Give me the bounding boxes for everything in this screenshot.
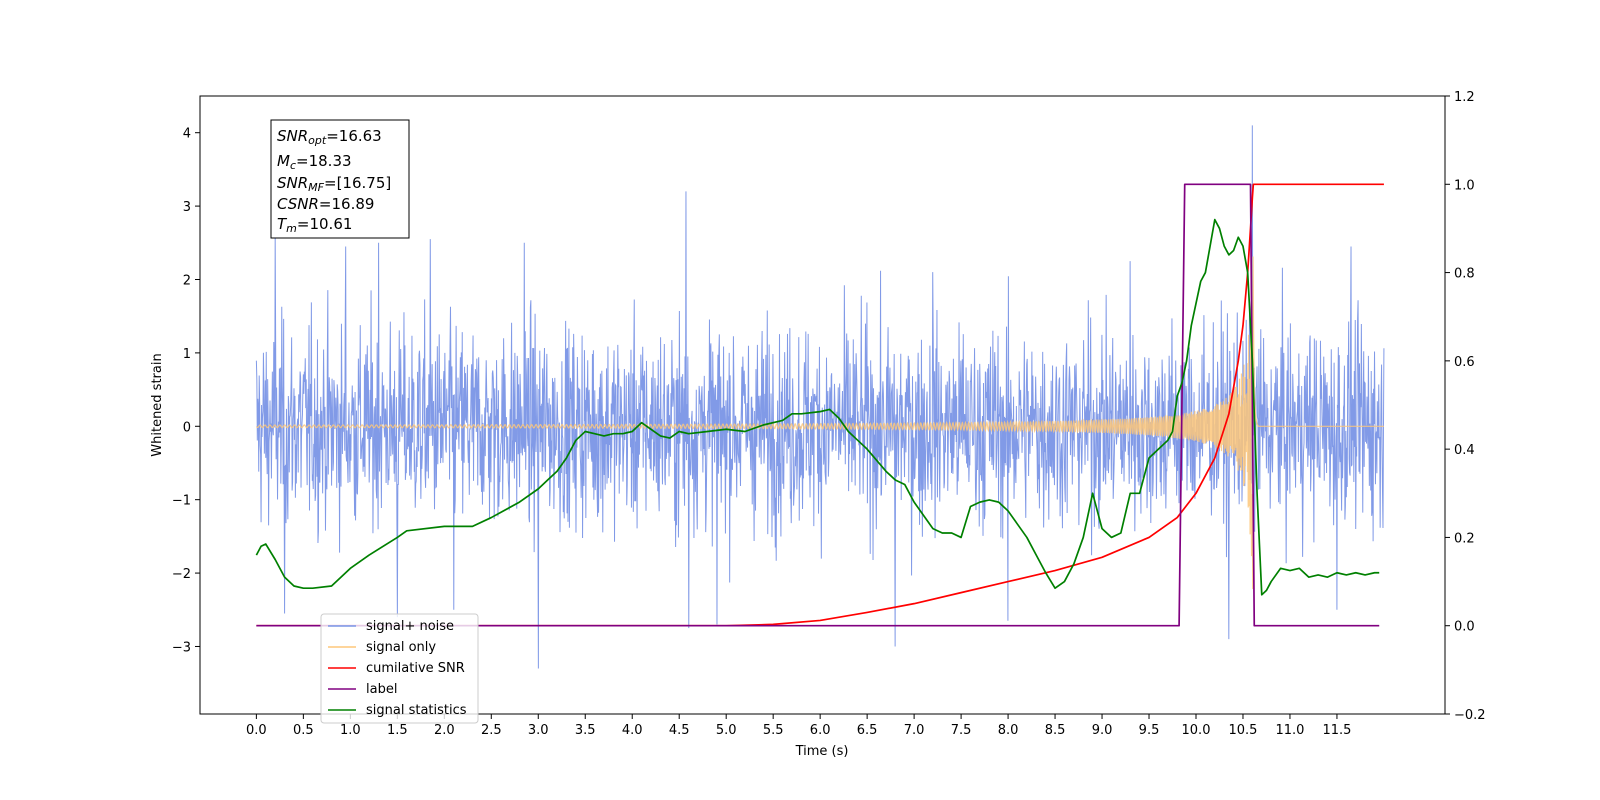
plot-frame xyxy=(199,95,1446,715)
y-right-tick-label: 0.0 xyxy=(1454,620,1475,635)
y-right-tick-label: 0.6 xyxy=(1454,355,1475,370)
x-tick-label: 9.5 xyxy=(1139,723,1160,738)
info-box: SNRopt=16.63 Mc=18.33 SNRMF=[16.75] CSNR… xyxy=(270,119,410,239)
info-snr-opt: SNRopt=16.63 xyxy=(277,127,382,147)
x-axis: 0.0 0.5 1.0 1.5 2.0 2.5 3.0 3.5 4.0 4.5 5.0 5.5 6.0 6… xyxy=(246,714,1351,738)
y-axis-label: Whitened strain xyxy=(150,353,165,456)
x-tick-label: 11.5 xyxy=(1322,723,1351,738)
series-signal-statistics xyxy=(255,218,1380,596)
y-left-tick-label: −3 xyxy=(172,640,191,655)
y-right-tick-label: 0.8 xyxy=(1454,267,1475,282)
legend-item-label: label xyxy=(328,682,397,697)
x-tick-label: 6.0 xyxy=(810,723,831,738)
y-left-tick-label: 2 xyxy=(183,273,191,288)
series-label xyxy=(256,183,1380,627)
svg-text:signal statistics: signal statistics xyxy=(366,703,467,718)
x-tick-label: 8.5 xyxy=(1045,723,1066,738)
series-cumulative-snr xyxy=(256,183,1384,627)
y-right-tick-label: 0.4 xyxy=(1454,443,1475,458)
x-tick-label: 5.0 xyxy=(716,723,737,738)
y-right-tick-label: −0.2 xyxy=(1454,708,1486,723)
legend: signal+ noise signal only cumilative SNR… xyxy=(320,613,479,724)
x-tick-label: 4.5 xyxy=(669,723,690,738)
y-left-tick-label: 1 xyxy=(183,347,191,362)
y-right-tick-label: 1.2 xyxy=(1454,90,1475,105)
x-tick-label: 9.0 xyxy=(1092,723,1113,738)
y-left-tick-label: −2 xyxy=(172,567,191,582)
info-csnr: CSNR=16.89 xyxy=(277,195,374,213)
svg-text:signal only: signal only xyxy=(366,640,436,655)
x-tick-label: 4.0 xyxy=(622,723,643,738)
x-tick-label: 1.5 xyxy=(387,723,408,738)
series-signal-only xyxy=(255,256,1384,590)
x-tick-label: 5.5 xyxy=(763,723,784,738)
x-tick-label: 2.5 xyxy=(481,723,502,738)
y-left-tick-label: −1 xyxy=(172,494,191,509)
y-left-tick-label: 0 xyxy=(183,420,191,435)
svg-text:signal+ noise: signal+ noise xyxy=(366,619,454,634)
x-tick-label: 11.0 xyxy=(1275,723,1304,738)
x-tick-label: 10.0 xyxy=(1182,723,1211,738)
series-signal-noise xyxy=(255,125,1385,669)
legend-item-signal-statistics: signal statistics xyxy=(328,703,467,718)
legend-item-signal-noise: signal+ noise xyxy=(328,619,454,634)
x-axis-label: Time (s) xyxy=(795,744,849,759)
info-snr-mf: SNRMF=[16.75] xyxy=(277,174,391,194)
x-tick-label: 3.5 xyxy=(575,723,596,738)
x-tick-label: 0.0 xyxy=(246,723,267,738)
y-left-tick-label: 4 xyxy=(183,127,191,142)
y-left-tick-label: 3 xyxy=(183,200,191,215)
info-mc: Mc=18.33 xyxy=(277,152,352,172)
x-tick-label: 3.0 xyxy=(528,723,549,738)
y-right-tick-label: 0.2 xyxy=(1454,531,1475,546)
x-tick-label: 0.5 xyxy=(293,723,314,738)
y-right-tick-label: 1.0 xyxy=(1454,178,1475,193)
x-tick-label: 7.0 xyxy=(904,723,925,738)
x-tick-label: 7.5 xyxy=(951,723,972,738)
y-axis-right: −0.2 0.0 0.2 0.4 0.6 0.8 1.0 1.2 xyxy=(1445,90,1486,723)
svg-text:cumilative SNR: cumilative SNR xyxy=(366,661,465,676)
x-tick-label: 2.0 xyxy=(434,723,455,738)
y-axis-left: −3 −2 −1 0 1 2 3 4 xyxy=(172,127,200,655)
x-tick-label: 6.5 xyxy=(857,723,878,738)
legend-item-cumulative-snr: cumilative SNR xyxy=(328,661,465,676)
x-tick-label: 1.0 xyxy=(340,723,361,738)
legend-item-signal-only: signal only xyxy=(328,640,436,655)
series-layer xyxy=(255,125,1385,669)
x-tick-label: 10.5 xyxy=(1229,723,1258,738)
svg-text:label: label xyxy=(366,682,397,697)
info-tm: Tm=10.61 xyxy=(277,215,352,235)
x-tick-label: 8.0 xyxy=(998,723,1019,738)
